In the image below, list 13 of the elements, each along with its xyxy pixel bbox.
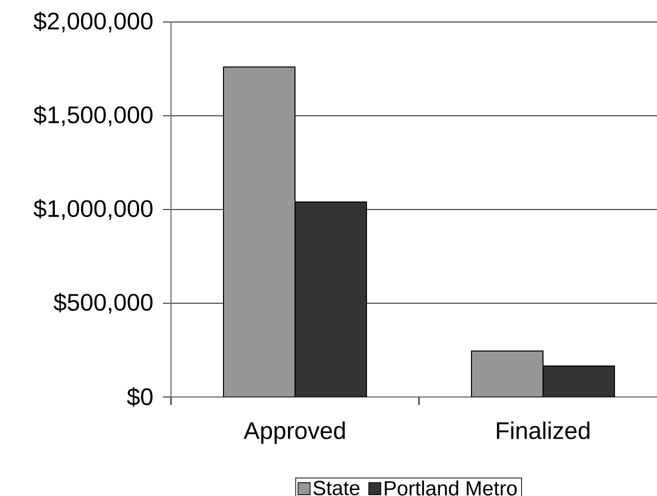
bar	[542, 366, 615, 397]
bar	[223, 66, 296, 397]
x-tick-label: Finalized	[496, 422, 590, 440]
y-tick-label: $1,500,000	[34, 105, 153, 126]
y-tick-label: $0	[127, 387, 153, 407]
bar	[471, 350, 544, 397]
legend-label: Portland Metro	[384, 480, 517, 496]
bar	[294, 201, 367, 397]
y-tick-label: $500,000	[54, 292, 153, 314]
y-tick-label: $2,000,000	[34, 12, 153, 32]
y-tick-label: $1,000,000	[34, 199, 153, 220]
x-tick-label: Approved	[244, 422, 345, 444]
legend-label: State	[313, 480, 360, 496]
